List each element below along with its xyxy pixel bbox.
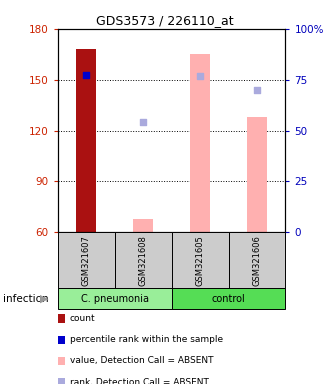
Text: GSM321607: GSM321607 xyxy=(82,235,91,286)
Text: count: count xyxy=(70,314,96,323)
Bar xyxy=(76,49,96,232)
Text: C. pneumonia: C. pneumonia xyxy=(81,293,149,304)
Text: ▶: ▶ xyxy=(40,293,49,304)
Bar xyxy=(133,219,153,232)
Bar xyxy=(247,117,267,232)
Text: infection: infection xyxy=(3,293,49,304)
Text: control: control xyxy=(212,293,246,304)
Text: value, Detection Call = ABSENT: value, Detection Call = ABSENT xyxy=(70,356,214,366)
Text: rank, Detection Call = ABSENT: rank, Detection Call = ABSENT xyxy=(70,377,209,384)
Text: percentile rank within the sample: percentile rank within the sample xyxy=(70,335,223,344)
Point xyxy=(254,87,260,93)
Point xyxy=(141,119,146,125)
Text: GDS3573 / 226110_at: GDS3573 / 226110_at xyxy=(96,14,234,27)
Point xyxy=(83,71,89,78)
Text: GSM321605: GSM321605 xyxy=(196,235,205,286)
Text: GSM321606: GSM321606 xyxy=(252,235,261,286)
Text: GSM321608: GSM321608 xyxy=(139,235,148,286)
Point xyxy=(197,73,203,79)
Bar xyxy=(190,54,210,232)
